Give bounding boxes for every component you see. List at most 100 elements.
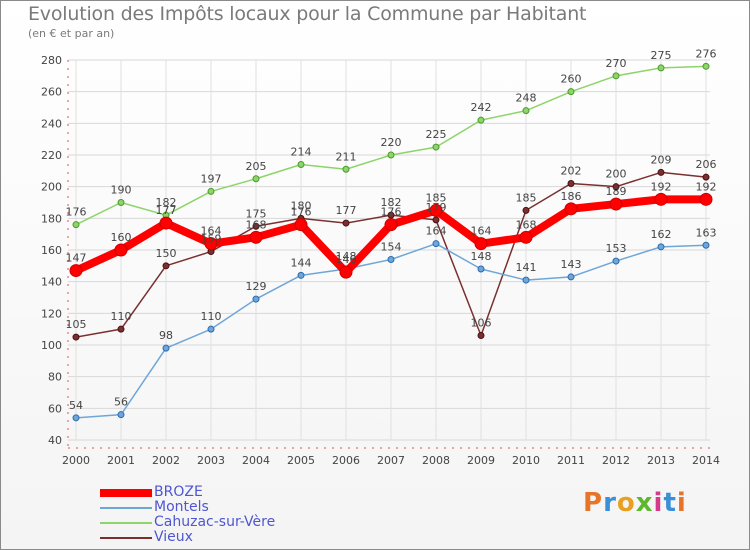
data-label: 106 (471, 317, 492, 330)
data-label: 147 (66, 252, 87, 265)
data-point (342, 165, 350, 173)
x-tick-label: 2012 (602, 454, 630, 467)
data-label: 176 (381, 206, 402, 219)
data-label: 168 (246, 218, 267, 231)
y-tick-label: 40 (48, 434, 62, 447)
data-label: 202 (561, 165, 582, 178)
data-point (114, 243, 128, 257)
data-label: 185 (426, 191, 447, 204)
data-point (252, 295, 260, 303)
data-label: 260 (561, 73, 582, 86)
x-tick-label: 2011 (557, 454, 585, 467)
data-point (72, 333, 80, 341)
data-label: 141 (516, 261, 537, 274)
x-tick-label: 2001 (107, 454, 135, 467)
data-label: 150 (156, 247, 177, 260)
data-point (387, 256, 395, 263)
data-label: 190 (111, 184, 132, 197)
data-point (432, 143, 440, 151)
data-label: 146 (336, 253, 357, 266)
data-point (252, 222, 260, 230)
x-tick-label: 2002 (152, 454, 180, 467)
data-label: 192 (696, 180, 717, 193)
data-point (432, 216, 440, 224)
data-label: 177 (156, 204, 177, 217)
data-point (159, 216, 173, 230)
data-point (522, 107, 530, 115)
x-tick-label: 2008 (422, 454, 450, 467)
data-point (294, 218, 308, 232)
data-point (519, 230, 533, 244)
legend-swatch-cahuzac (100, 522, 152, 524)
x-tick-label: 2004 (242, 454, 270, 467)
data-point (474, 237, 488, 251)
y-tick-label: 160 (41, 244, 62, 257)
data-point (567, 88, 575, 96)
y-tick-label: 80 (48, 371, 62, 384)
data-point (117, 411, 125, 419)
x-tick-label: 2007 (377, 454, 405, 467)
data-point (339, 265, 353, 279)
data-label: 154 (381, 241, 402, 254)
data-label: 143 (561, 258, 582, 271)
data-point (429, 203, 443, 217)
data-point (69, 264, 83, 278)
data-label: 162 (651, 228, 672, 241)
data-label: 98 (159, 329, 173, 342)
data-point (477, 332, 485, 339)
data-label: 153 (606, 242, 627, 255)
data-label: 148 (336, 250, 357, 263)
y-tick-label: 140 (41, 276, 62, 289)
data-label: 270 (606, 57, 627, 70)
data-label: 163 (696, 226, 717, 239)
data-label: 176 (291, 206, 312, 219)
chart-subtitle: (en € et par an) (28, 27, 115, 40)
data-point (117, 325, 125, 333)
data-point (699, 192, 713, 206)
data-point (297, 271, 305, 279)
data-label: 276 (696, 47, 717, 60)
data-point (612, 72, 620, 80)
data-point (657, 243, 665, 251)
proxiti-logo: Proxiti (583, 488, 687, 518)
legend-label-vieux: Vieux (154, 529, 193, 545)
data-label: 164 (201, 225, 222, 238)
data-label: 182 (156, 196, 177, 209)
data-point (342, 219, 350, 227)
data-point (204, 237, 218, 251)
data-point (702, 173, 710, 181)
data-label: 182 (381, 196, 402, 209)
y-tick-label: 260 (41, 86, 62, 99)
y-tick-label: 180 (41, 212, 62, 225)
data-point (609, 197, 623, 211)
data-label: 186 (561, 190, 582, 203)
data-label: 160 (111, 231, 132, 244)
data-label: 164 (426, 225, 447, 238)
data-label: 275 (651, 49, 672, 62)
data-point (567, 180, 575, 187)
data-label: 179 (426, 201, 447, 214)
data-label: 225 (426, 128, 447, 141)
data-label: 177 (336, 204, 357, 217)
data-label: 180 (291, 199, 312, 212)
data-point (72, 221, 80, 229)
legend-label-broze: BROZE (154, 484, 203, 500)
data-label: 206 (696, 158, 717, 171)
data-point (522, 276, 530, 284)
chart-title: Evolution des Impôts locaux pour la Comm… (28, 3, 587, 25)
data-point (564, 202, 578, 216)
data-point (297, 161, 305, 168)
data-label: 205 (246, 160, 267, 173)
data-point (477, 116, 485, 124)
data-label: 197 (201, 172, 222, 185)
data-point (612, 183, 620, 191)
x-tick-label: 2003 (197, 454, 225, 467)
data-label: 168 (516, 218, 537, 231)
data-point (657, 64, 665, 72)
x-tick-label: 2005 (287, 454, 315, 467)
data-label: 148 (471, 250, 492, 263)
data-label: 175 (246, 207, 267, 220)
data-label: 211 (336, 150, 357, 163)
x-tick-label: 2000 (62, 454, 90, 467)
